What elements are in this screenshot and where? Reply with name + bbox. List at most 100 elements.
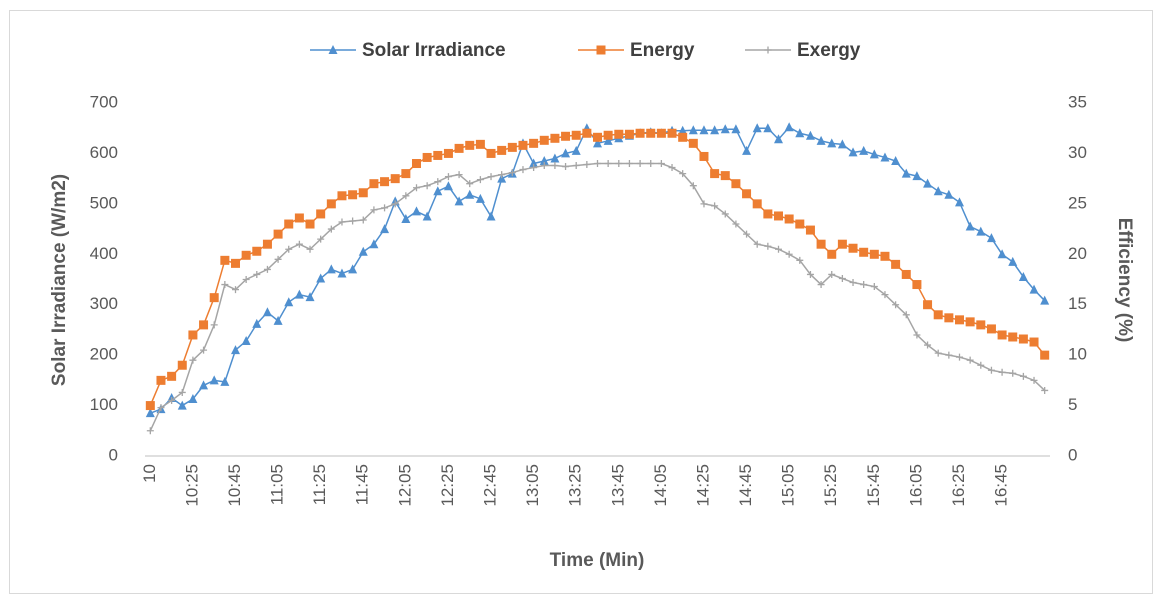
data-point (753, 240, 761, 248)
data-point (188, 330, 198, 340)
data-point (1019, 372, 1027, 380)
data-point (593, 138, 602, 148)
y-tick-label: 700 (90, 92, 118, 111)
data-point (167, 371, 177, 381)
data-point (1008, 256, 1018, 266)
data-point (912, 171, 922, 181)
y2-tick-label: 0 (1068, 445, 1077, 464)
data-point (497, 145, 507, 155)
x-tick-label: 16:25 (949, 464, 968, 507)
data-point (699, 125, 709, 135)
data-point (349, 217, 357, 225)
data-point (795, 128, 805, 138)
data-point (242, 276, 250, 283)
data-point (189, 356, 197, 364)
data-point (710, 169, 720, 179)
data-point (880, 251, 890, 261)
x-tick-label: 16:45 (992, 464, 1011, 507)
data-point (912, 280, 922, 290)
data-point (241, 336, 251, 346)
x-tick-label: 13:05 (523, 464, 542, 507)
data-point (944, 313, 954, 323)
data-point (253, 270, 261, 278)
data-point (902, 311, 910, 319)
x-tick-label: 14:05 (651, 464, 670, 507)
data-point (1029, 337, 1039, 347)
data-point (784, 122, 794, 132)
data-point (370, 206, 378, 214)
data-point (711, 202, 719, 210)
data-point (636, 160, 644, 168)
data-point (944, 189, 954, 199)
data-point (327, 225, 335, 233)
data-point (487, 173, 495, 181)
data-point (391, 200, 399, 208)
data-point (284, 297, 294, 307)
data-point (306, 245, 314, 253)
data-point (635, 128, 645, 138)
y-tick-label: 200 (90, 345, 118, 364)
data-point (145, 408, 155, 418)
data-point (720, 124, 730, 134)
data-point (966, 356, 974, 364)
data-point (774, 211, 783, 221)
data-point (731, 179, 741, 189)
data-point (678, 132, 688, 142)
data-point (338, 218, 346, 226)
data-point (1018, 334, 1028, 344)
data-point (731, 124, 741, 134)
y-tick-label: 400 (90, 244, 118, 263)
data-point (828, 270, 836, 278)
data-point (305, 292, 315, 302)
data-point (796, 256, 804, 264)
data-point (455, 171, 463, 179)
data-point (231, 258, 240, 268)
data-point (209, 375, 219, 385)
y2-tick-label: 10 (1068, 345, 1087, 364)
data-point (317, 235, 325, 243)
data-point (699, 151, 709, 161)
data-point (603, 135, 613, 145)
y2-tick-label: 20 (1068, 244, 1087, 263)
data-point (465, 189, 475, 199)
y2-axis-title: Efficiency (%) (1114, 218, 1135, 343)
data-point (763, 209, 773, 219)
data-point (475, 193, 485, 203)
y-tick-label: 500 (90, 193, 118, 212)
data-point (1018, 271, 1028, 281)
data-point (656, 128, 666, 138)
data-point (562, 163, 570, 171)
data-point (252, 318, 262, 328)
x-tick-label: 15:05 (779, 464, 798, 507)
y-tick-label: 100 (90, 395, 118, 414)
data-point (1029, 284, 1039, 294)
data-point (529, 138, 539, 148)
x-tick-label: 10 (140, 464, 159, 483)
legend-label: Exergy (797, 40, 861, 61)
data-point (795, 219, 805, 229)
data-point (539, 155, 549, 165)
data-point (369, 179, 379, 189)
data-point (624, 129, 634, 139)
data-point (146, 427, 154, 435)
data-point (667, 128, 677, 138)
data-point (774, 134, 783, 144)
data-point (837, 139, 847, 149)
data-point (977, 361, 985, 369)
data-point (422, 211, 432, 221)
data-point (156, 375, 166, 385)
data-point (466, 180, 474, 188)
data-point (976, 320, 986, 330)
data-point (465, 140, 475, 150)
data-point (924, 341, 932, 349)
data-point (1041, 386, 1049, 394)
data-point (231, 345, 240, 355)
x-tick-label: 12:45 (481, 464, 500, 507)
data-point (178, 388, 186, 396)
data-point (200, 346, 208, 354)
data-point (933, 186, 943, 196)
data-point (423, 182, 431, 190)
data-point (359, 216, 367, 224)
data-point (476, 176, 484, 184)
